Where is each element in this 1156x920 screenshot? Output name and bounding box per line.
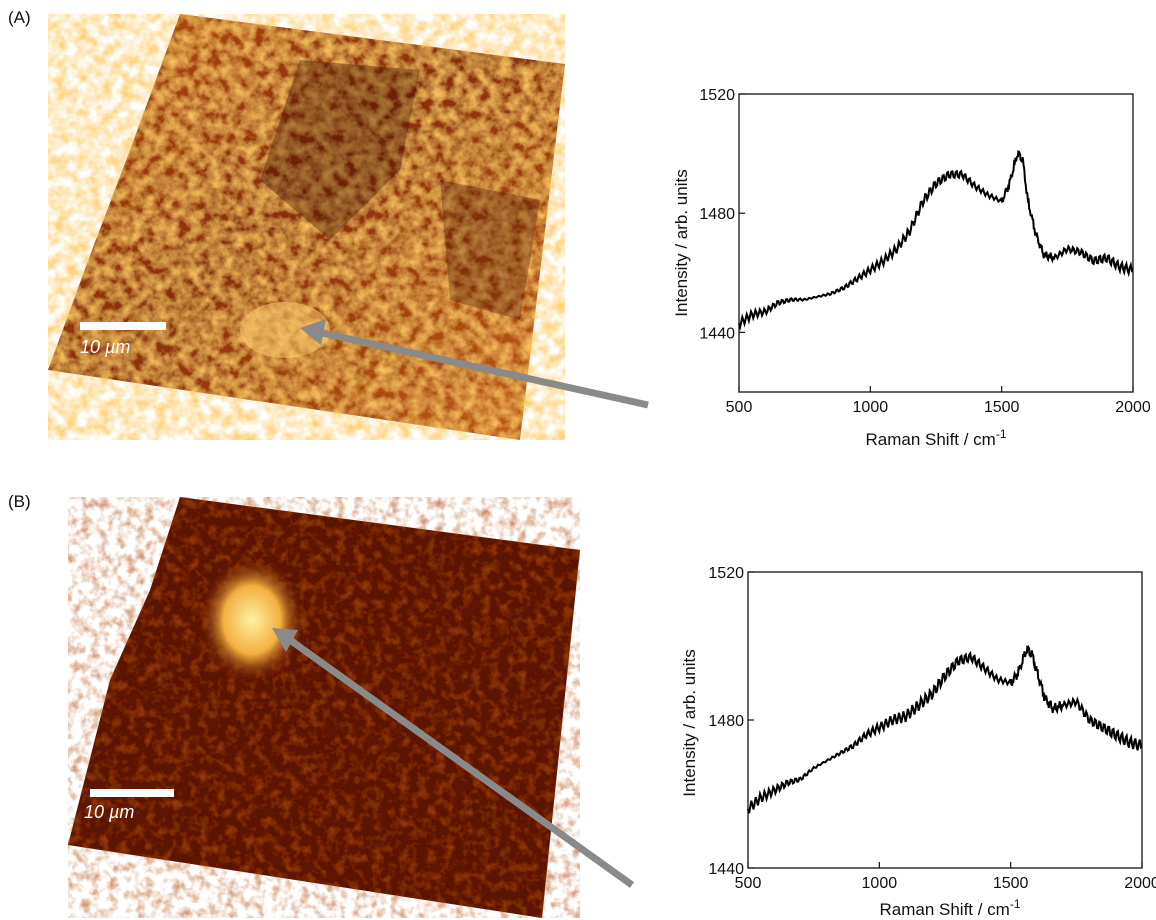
- x-tick-label-b-1: 1000: [862, 875, 898, 892]
- spectrum-line-b: [747, 644, 1143, 814]
- y-tick-label-a-2: 1520: [699, 87, 735, 104]
- plot-frame-a: [738, 93, 1134, 393]
- x-tick-label-a-3: 2000: [1115, 399, 1151, 416]
- x-axis-label-b: Raman Shift / cm-1: [879, 897, 1020, 919]
- x-axis-a: 500 1000 1500 2000: [726, 386, 1151, 416]
- scale-bar-b-line: [90, 789, 174, 797]
- y-axis-label-b: Intensity / arb. units: [680, 649, 699, 796]
- x-axis-b: 500 1000 1500 2000: [735, 862, 1156, 892]
- raman-map-a-dark-region: [260, 60, 420, 240]
- panel-label-a: (A): [8, 8, 31, 27]
- arrow-b-head: [272, 628, 298, 652]
- arrow-a-head: [300, 319, 326, 345]
- y-tick-label-b-2: 1520: [708, 565, 744, 582]
- x-tick-label-b-3: 2000: [1124, 875, 1156, 892]
- y-tick-label-b-1: 1480: [708, 713, 744, 730]
- scale-bar-a-text: 10 µm: [80, 337, 130, 357]
- x-tick-label-b-2: 1500: [993, 875, 1029, 892]
- raman-spectrum-b: 500 1000 1500 2000 1440 1480 1520 Raman Shift…: [680, 565, 1156, 919]
- x-tick-label-a-1: 1000: [853, 399, 889, 416]
- raman-map-a-bright-spot: [240, 302, 330, 358]
- raman-spectrum-a: 500 1000 1500 2000 1440 1480 1520 Raman Shift…: [672, 87, 1151, 449]
- y-tick-label-a-0: 1440: [699, 325, 735, 342]
- scale-bar-b: 10 µm: [84, 789, 174, 822]
- y-tick-label-a-1: 1480: [699, 206, 735, 223]
- raman-map-b: 10 µm: [68, 497, 635, 918]
- x-tick-label-a-0: 500: [726, 399, 753, 416]
- y-axis-a: 1440 1480 1520: [699, 87, 745, 342]
- spectrum-line-a: [738, 149, 1134, 331]
- arrow-a-shaft: [317, 328, 649, 409]
- y-tick-label-b-0: 1440: [708, 861, 744, 878]
- raman-map-a-dark-region-2: [440, 180, 540, 320]
- x-tick-label-b-0: 500: [735, 875, 762, 892]
- x-axis-label-a-text: Raman Shift / cm: [865, 430, 995, 449]
- scale-bar-a: 10 µm: [80, 322, 166, 357]
- arrow-b-shaft: [287, 637, 635, 888]
- plot-frame-b: [747, 571, 1143, 869]
- scale-bar-b-text: 10 µm: [84, 802, 134, 822]
- raman-map-a-surface: [48, 14, 565, 440]
- raman-map-b-surface: [68, 497, 580, 918]
- raman-map-b-hotspot: [200, 558, 304, 682]
- panel-label-b: (B): [8, 492, 31, 511]
- x-axis-label-a: Raman Shift / cm-1: [865, 427, 1006, 449]
- raman-map-a: 10 µm: [48, 14, 649, 440]
- x-axis-label-b-sup: -1: [1010, 897, 1021, 911]
- y-axis-b: 1440 1480 1520: [708, 565, 754, 878]
- scale-bar-a-line: [80, 322, 166, 330]
- x-axis-label-b-text: Raman Shift / cm: [879, 900, 1009, 919]
- y-axis-label-a: Intensity / arb. units: [672, 169, 691, 316]
- x-tick-label-a-2: 1500: [984, 399, 1020, 416]
- x-axis-label-a-sup: -1: [996, 427, 1007, 441]
